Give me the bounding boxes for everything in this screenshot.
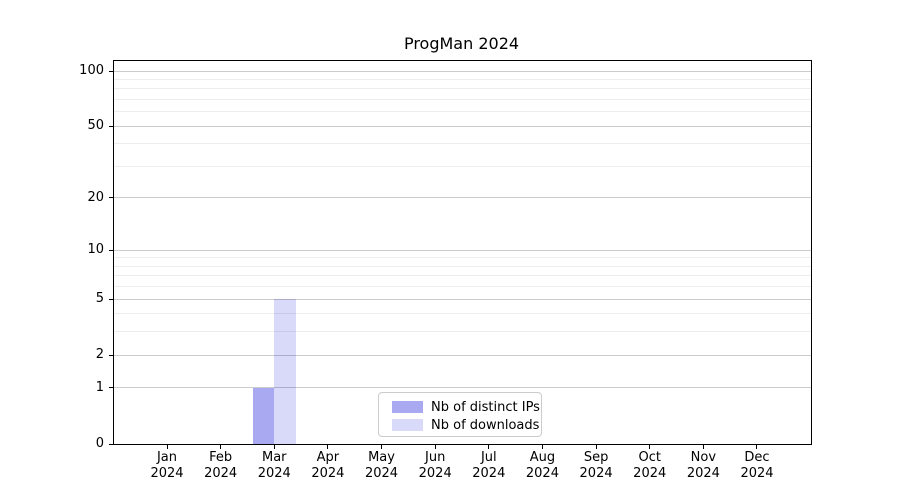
y-tick-mark-5 — [109, 298, 113, 300]
gridline-major-5 — [114, 298, 811, 300]
x-tick-label-2: Feb 2024 — [204, 450, 238, 481]
x-tick-label-5: May 2024 — [364, 450, 399, 481]
y-tick-mark-10 — [109, 249, 113, 251]
y-tick-label-20: 20 — [87, 189, 104, 205]
y-tick-label-0: 0 — [95, 436, 104, 451]
y-tick-mark-20 — [109, 197, 113, 199]
gridline-minor-30 — [114, 165, 811, 167]
x-tick-label-6: Jun 2024 — [418, 450, 452, 481]
x-tick-mark-8 — [541, 445, 543, 449]
legend-row: Nb of downloads — [392, 416, 539, 434]
gridline-minor-60 — [114, 111, 811, 113]
x-tick-label-4: Apr 2024 — [311, 450, 345, 481]
x-tick-mark-10 — [649, 445, 651, 449]
bar-nb-of-distinct-ips-mar-2024 — [252, 387, 275, 444]
gridline-minor-3 — [114, 331, 811, 333]
y-tick-mark-0 — [109, 443, 113, 445]
legend-swatch-distinct-ips — [392, 401, 423, 413]
y-tick-label-10: 10 — [87, 242, 104, 258]
chart-title: ProgMan 2024 — [403, 34, 520, 53]
x-tick-label-10: Oct 2024 — [633, 450, 667, 481]
gridline-major-10 — [114, 249, 811, 251]
gridline-minor-70 — [114, 98, 811, 100]
x-tick-label-3: Mar 2024 — [257, 450, 291, 481]
gridline-minor-80 — [114, 88, 811, 90]
plot-area — [113, 60, 812, 445]
gridline-minor-6 — [114, 286, 811, 288]
x-tick-mark-11 — [702, 445, 704, 449]
x-tick-mark-3 — [273, 445, 275, 449]
x-tick-mark-6 — [434, 445, 436, 449]
x-tick-mark-5 — [381, 445, 383, 449]
gridline-minor-8 — [114, 265, 811, 267]
gridline-minor-7 — [114, 275, 811, 277]
y-tick-label-1: 1 — [95, 379, 104, 395]
legend: Nb of distinct IPs Nb of downloads — [378, 392, 542, 437]
x-tick-mark-9 — [595, 445, 597, 449]
x-tick-label-9: Sep 2024 — [579, 450, 613, 481]
x-tick-label-11: Nov 2024 — [686, 450, 720, 481]
bar-nb-of-downloads-mar-2024 — [274, 299, 296, 444]
x-tick-mark-12 — [756, 445, 758, 449]
legend-swatch-downloads — [392, 419, 423, 431]
x-tick-mark-7 — [488, 445, 490, 449]
y-tick-label-100: 100 — [79, 63, 104, 78]
gridline-minor-4 — [114, 313, 811, 315]
gridline-major-100 — [114, 70, 811, 72]
gridline-major-1 — [114, 387, 811, 389]
gridline-major-50 — [114, 125, 811, 127]
legend-row: Nb of distinct IPs — [392, 398, 540, 416]
legend-label-distinct-ips: Nb of distinct IPs — [431, 399, 540, 415]
x-tick-mark-4 — [327, 445, 329, 449]
y-tick-mark-50 — [109, 125, 113, 127]
x-tick-label-7: Jul 2024 — [472, 450, 506, 481]
y-tick-label-50: 50 — [87, 118, 104, 134]
y-tick-mark-100 — [109, 70, 113, 72]
gridline-minor-9 — [114, 257, 811, 259]
legend-label-downloads: Nb of downloads — [431, 417, 540, 433]
x-tick-label-12: Dec 2024 — [740, 450, 774, 481]
gridline-minor-40 — [114, 143, 811, 145]
x-tick-label-1: Jan 2024 — [150, 450, 184, 481]
y-tick-mark-1 — [109, 387, 113, 389]
x-tick-label-8: Aug 2024 — [525, 450, 559, 481]
y-tick-label-2: 2 — [95, 347, 104, 363]
gridline-minor-90 — [114, 78, 811, 80]
x-tick-mark-2 — [220, 445, 222, 449]
gridline-major-2 — [114, 354, 811, 356]
y-tick-label-5: 5 — [95, 291, 104, 307]
y-tick-mark-2 — [109, 354, 113, 356]
x-tick-mark-1 — [166, 445, 168, 449]
gridline-major-20 — [114, 197, 811, 199]
